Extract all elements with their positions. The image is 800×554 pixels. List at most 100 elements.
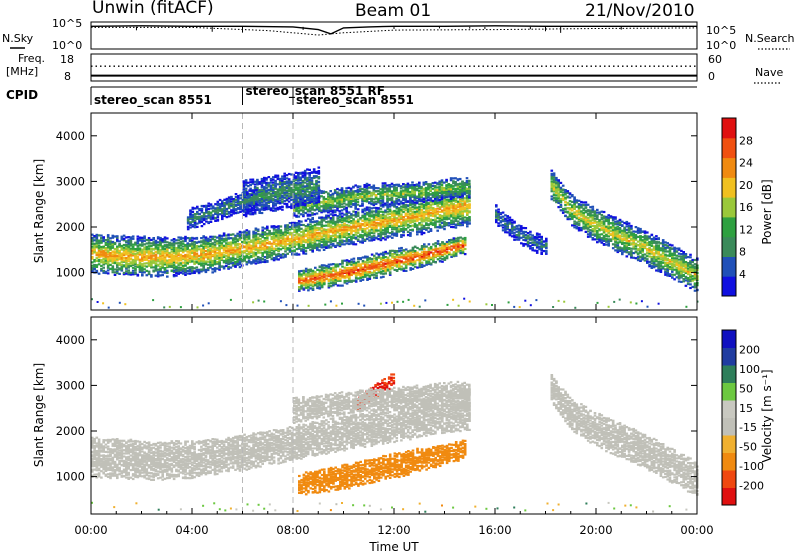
echo-cell-band-2 bbox=[402, 198, 405, 202]
echo-cell-band-0 bbox=[366, 232, 369, 235]
echo-cell-band-1 bbox=[320, 275, 324, 278]
echo-cell-band-0 bbox=[329, 229, 333, 232]
echo-cell-band-2 bbox=[418, 191, 421, 194]
echo-cell-band-0 bbox=[375, 214, 378, 217]
echo-cell-band-0 bbox=[386, 235, 389, 238]
echo-cell-band-0 bbox=[256, 251, 260, 254]
echo-cell-band-2 bbox=[415, 197, 419, 200]
echo-cell-band-2 bbox=[413, 201, 416, 204]
echo-cell-band-0 bbox=[211, 242, 214, 245]
echo-cell-band-1 bbox=[302, 287, 306, 290]
echo-cell-band-2 bbox=[347, 200, 351, 203]
echo-cell-band-0 bbox=[463, 200, 467, 203]
echo-cell-band-2 bbox=[463, 186, 466, 189]
echo-cell-band-1 bbox=[463, 238, 467, 241]
echo-cell-band-3 bbox=[249, 205, 252, 208]
echo-cell-band-1 bbox=[377, 261, 381, 264]
echo-cell-band-2 bbox=[445, 184, 448, 187]
echo-cell-band-2 bbox=[399, 185, 403, 188]
echo-cell-band-0 bbox=[216, 247, 219, 250]
echo-cell-band-0 bbox=[175, 252, 178, 255]
echo-cell-band-3 bbox=[242, 181, 246, 185]
echo-cell-band-0 bbox=[325, 237, 328, 240]
echo-cell-band-0 bbox=[213, 245, 217, 248]
echo-cell-band-0 bbox=[95, 244, 99, 247]
nsky-label: N.Sky bbox=[2, 32, 34, 45]
echo-cell-band-0 bbox=[288, 233, 292, 236]
echo-cell-band-2 bbox=[377, 192, 380, 195]
echo-cell-band-0 bbox=[409, 214, 412, 217]
echo-cell-band-0 bbox=[413, 217, 417, 220]
echo-cell-band-1 bbox=[375, 262, 378, 265]
cpid-segment-label: stereo_scan 8551 RF bbox=[246, 84, 385, 99]
echo-cell-band-0 bbox=[463, 202, 467, 205]
echo-cell-band-2 bbox=[443, 191, 446, 194]
echo-cell-band-1 bbox=[443, 244, 447, 247]
echo-cell-band-1 bbox=[377, 253, 381, 256]
echo-cell-band-0 bbox=[213, 259, 217, 262]
echo-cell-band-0 bbox=[93, 239, 96, 242]
echo-cell-band-0 bbox=[300, 237, 303, 240]
echo-cell-band-1 bbox=[298, 275, 301, 278]
echo-cell-band-0 bbox=[466, 198, 469, 201]
echo-cell-band-1 bbox=[302, 271, 306, 274]
echo-cell-band-1 bbox=[459, 239, 462, 242]
echo-cell-band-0 bbox=[391, 212, 394, 215]
echo-cell-band-0 bbox=[175, 267, 178, 270]
echo-cell-band-1 bbox=[343, 276, 347, 279]
echo-cell-band-0 bbox=[234, 249, 237, 252]
echo-cell-band-0 bbox=[454, 218, 458, 221]
echo-cell-band-2 bbox=[354, 190, 357, 193]
echo-cell-band-0 bbox=[134, 259, 137, 262]
echo-cell-band-0 bbox=[209, 263, 212, 266]
echo-cell-band-1 bbox=[348, 260, 351, 263]
echo-cell-band-0 bbox=[425, 200, 428, 203]
echo-cell-band-0 bbox=[247, 257, 251, 260]
echo-cell-band-0 bbox=[388, 205, 392, 208]
echo-cell-band-0 bbox=[393, 225, 396, 229]
echo-cell-band-0 bbox=[386, 213, 389, 216]
echo-cell-band-1 bbox=[413, 251, 417, 254]
echo-cell-band-0 bbox=[179, 244, 183, 247]
echo-cell-band-1 bbox=[316, 280, 319, 283]
echo-cell-band-0 bbox=[250, 261, 253, 264]
echo-cell-band-0 bbox=[95, 264, 99, 267]
echo-cell-band-0 bbox=[463, 203, 467, 206]
echo-cell-band-1 bbox=[302, 273, 306, 276]
echo-cell-band-0 bbox=[291, 224, 294, 227]
echo-cell-band-0 bbox=[291, 238, 294, 241]
echo-cell-band-0 bbox=[288, 242, 292, 245]
echo-cell-band-0 bbox=[154, 253, 158, 256]
echo-cell-band-1 bbox=[334, 263, 337, 266]
echo-cell-band-0 bbox=[270, 235, 274, 239]
echo-cell-band-2 bbox=[356, 198, 360, 201]
echo-cell-band-0 bbox=[179, 242, 183, 245]
echo-cell-band-1 bbox=[395, 261, 399, 264]
echo-cell-band-0 bbox=[284, 231, 287, 234]
echo-cell-band-0 bbox=[306, 246, 310, 249]
echo-cell-band-2 bbox=[468, 196, 471, 199]
echo-cell-band-0 bbox=[400, 234, 403, 237]
echo-cell-band-0 bbox=[184, 270, 187, 273]
echo-cell-band-0 bbox=[243, 245, 246, 248]
echo-cell-band-0 bbox=[279, 230, 283, 234]
echo-cell-band-0 bbox=[306, 234, 310, 237]
echo-cell-band-0 bbox=[363, 209, 367, 212]
echo-cell-band-1 bbox=[434, 247, 437, 250]
echo-cell-band-1 bbox=[332, 268, 335, 271]
echo-cell-band-0 bbox=[191, 271, 194, 274]
echo-cell-band-0 bbox=[363, 227, 367, 230]
echo-cell-band-0 bbox=[170, 246, 174, 249]
echo-cell-band-0 bbox=[434, 224, 437, 227]
echo-cell-band-0 bbox=[179, 236, 183, 239]
echo-cell-band-0 bbox=[438, 207, 442, 210]
echo-cell-band-0 bbox=[275, 247, 278, 251]
echo-cell-band-0 bbox=[406, 226, 410, 229]
echo-cell-band-0 bbox=[454, 204, 458, 207]
echo-cell-band-1 bbox=[429, 258, 433, 261]
echo-cell-band-1 bbox=[354, 271, 358, 274]
echo-cell-band-2 bbox=[406, 184, 410, 187]
echo-cell-band-1 bbox=[423, 248, 426, 251]
echo-cell-band-0 bbox=[316, 248, 319, 251]
echo-cell-band-0 bbox=[102, 263, 105, 266]
